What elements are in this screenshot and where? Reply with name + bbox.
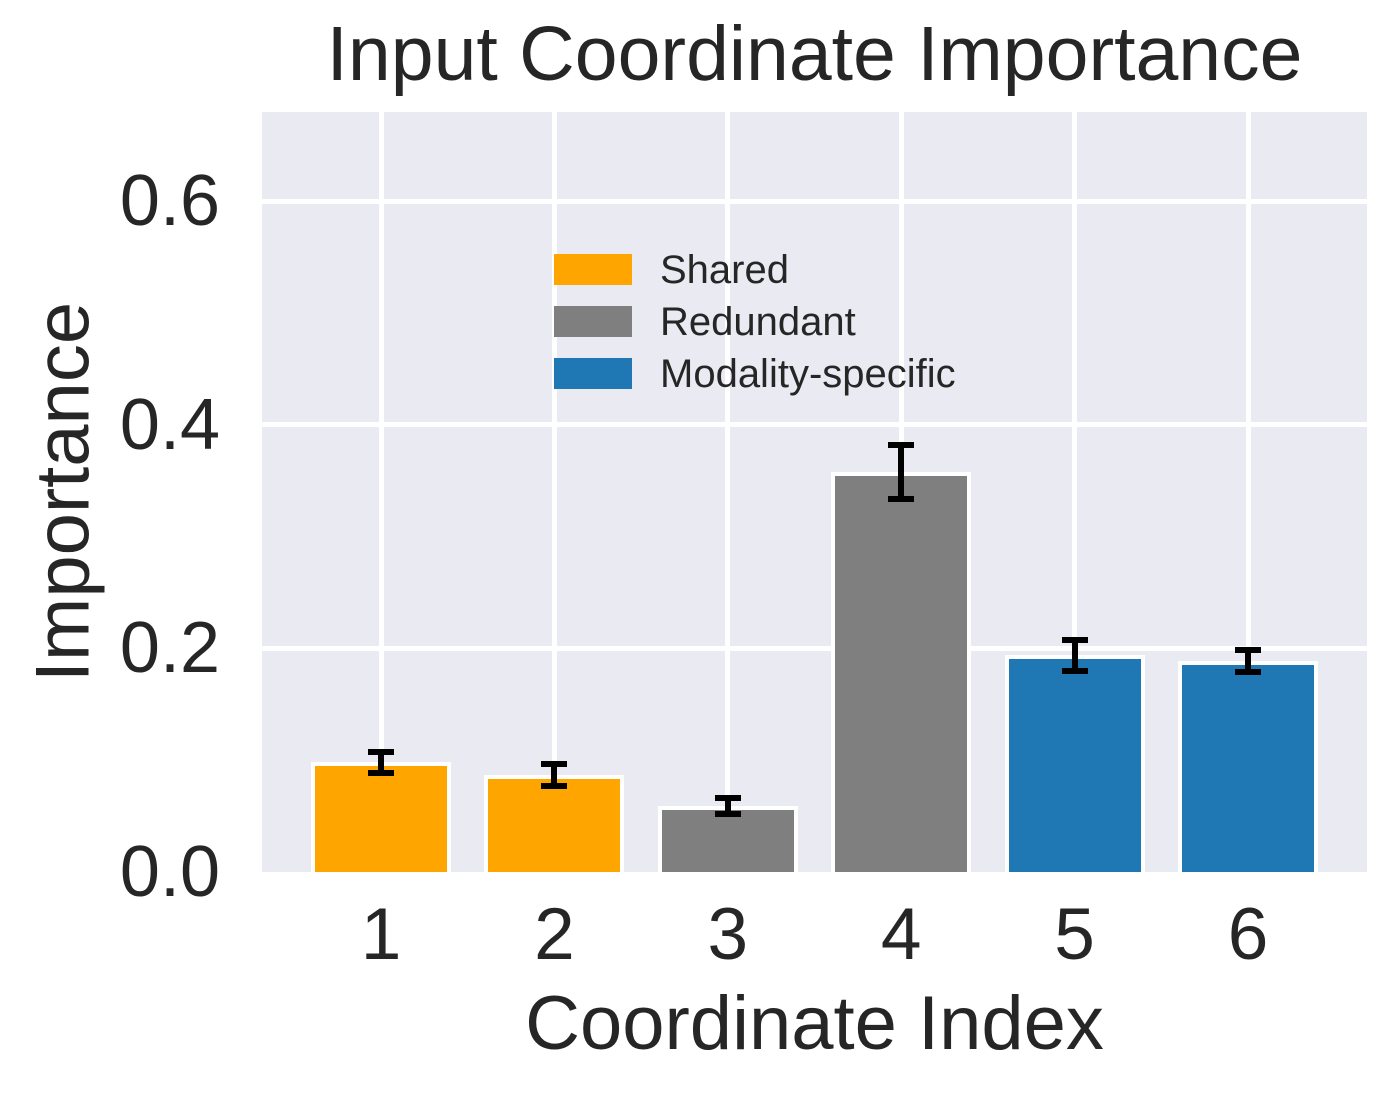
error-bar-6	[1235, 646, 1261, 675]
error-bar-line	[1071, 639, 1078, 671]
gridline-y-0.2	[262, 645, 1367, 651]
bar-4-redundant	[831, 471, 972, 872]
error-bar-5	[1061, 636, 1088, 674]
plot-area: Shared Redundant Modality-specific	[262, 112, 1367, 872]
gridline-x-2	[551, 112, 557, 872]
x-tick-label-3: 3	[707, 894, 749, 975]
error-bar-1	[368, 749, 394, 776]
chart-title: Input Coordinate Importance	[326, 11, 1303, 97]
error-bar-cap-top	[368, 749, 394, 756]
error-bar-line	[551, 763, 558, 786]
error-bar-3	[714, 795, 741, 817]
error-bar-cap-top	[541, 760, 568, 767]
bar-5-modality-specific	[1004, 655, 1145, 872]
y-tick-label-0.0: 0.0	[119, 832, 220, 912]
x-axis-label: Coordinate Index	[525, 981, 1104, 1066]
error-bar-cap-top	[1061, 636, 1088, 643]
legend-label-modality-specific: Modality-specific	[660, 351, 956, 396]
error-bar-cap-bottom	[541, 782, 568, 789]
error-bar-4	[888, 442, 915, 502]
error-bar-cap-bottom	[368, 769, 394, 776]
x-tick-label-1: 1	[360, 894, 402, 975]
error-bar-line	[1245, 649, 1251, 672]
legend: Shared Redundant Modality-specific	[554, 250, 956, 410]
legend-swatch-shared	[554, 254, 632, 285]
error-bar-cap-top	[1235, 646, 1261, 653]
y-tick-label-0.2: 0.2	[119, 608, 220, 689]
error-bar-2	[541, 760, 568, 789]
gridline-x-5	[1072, 112, 1078, 872]
error-bar-line	[724, 798, 731, 814]
legend-row-modality-specific: Modality-specific	[554, 354, 956, 394]
gridline-y-0.4	[262, 422, 1367, 428]
y-tick-label-0.6: 0.6	[119, 161, 220, 242]
error-bar-line	[378, 752, 384, 773]
x-tick-label-5: 5	[1054, 894, 1095, 975]
legend-label-shared: Shared	[660, 247, 789, 292]
error-bar-cap-bottom	[888, 495, 915, 502]
x-tick-label-2: 2	[534, 894, 575, 975]
error-bar-line	[898, 445, 905, 499]
x-tick-label-6: 6	[1227, 894, 1269, 975]
error-bar-cap-top	[714, 795, 741, 802]
bar-6-modality-specific	[1178, 660, 1318, 872]
error-bar-cap-bottom	[714, 810, 741, 817]
gridline-x-3	[725, 112, 731, 872]
gridline-x-1	[378, 112, 384, 872]
legend-row-redundant: Redundant	[554, 302, 956, 342]
error-bar-cap-bottom	[1235, 668, 1261, 675]
error-bar-cap-bottom	[1061, 667, 1088, 674]
legend-row-shared: Shared	[554, 250, 956, 290]
x-tick-label-4: 4	[880, 894, 922, 975]
legend-label-redundant: Redundant	[660, 299, 856, 344]
gridline-y-0.6	[262, 198, 1367, 204]
legend-swatch-redundant	[554, 306, 632, 337]
gridline-x-6	[1245, 112, 1251, 872]
bar-2-shared	[484, 774, 625, 872]
y-tick-label-0.4: 0.4	[119, 384, 220, 465]
error-bar-cap-top	[888, 442, 915, 449]
legend-swatch-modality-specific	[554, 358, 632, 389]
bar-1-shared	[311, 762, 451, 872]
